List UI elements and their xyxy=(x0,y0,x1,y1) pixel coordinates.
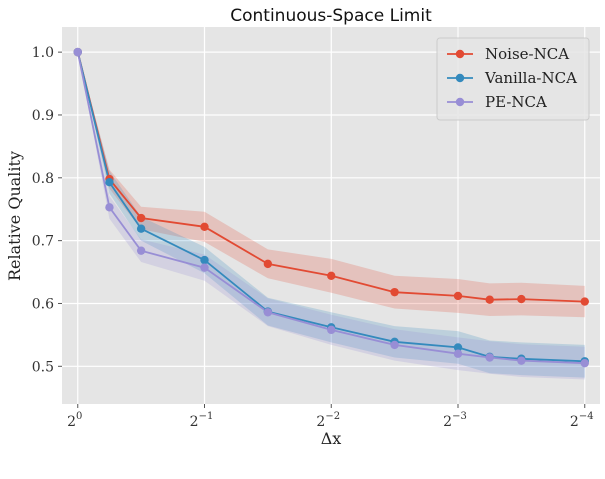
y-axis-ticks: 0.5 0.6 0.7 0.8 0.9 1.0 xyxy=(32,45,62,375)
vanilla-nca-point xyxy=(105,177,114,187)
y-tick-label: 0.6 xyxy=(32,296,54,312)
pe-nca-point xyxy=(200,263,209,272)
legend-label-noise-nca: Noise-NCA xyxy=(485,45,569,63)
pe-nca-point xyxy=(73,47,82,57)
noise-nca-point xyxy=(390,287,399,297)
x-axis-label: Δx xyxy=(321,429,342,448)
chart-title: Continuous-Space Limit xyxy=(230,6,432,26)
noise-nca-band xyxy=(77,52,585,318)
pe-nca-point xyxy=(517,356,526,365)
legend-marker-vanilla-nca xyxy=(455,73,465,83)
vanilla-nca-point xyxy=(136,224,146,233)
noise-nca-point xyxy=(263,259,273,269)
legend-label-pe-nca: PE-NCA xyxy=(485,93,547,111)
noise-nca-point xyxy=(580,297,589,306)
y-axis-label: Relative Quality xyxy=(5,151,24,281)
vanilla-nca-point xyxy=(200,255,209,265)
noise-nca-point xyxy=(200,222,209,232)
noise-nca-point xyxy=(136,213,146,223)
y-tick-label: 0.5 xyxy=(32,359,54,375)
vanilla-nca-point xyxy=(453,343,463,352)
confidence-bands xyxy=(77,52,585,380)
noise-nca-point xyxy=(327,271,336,281)
pe-nca-point xyxy=(580,358,589,368)
legend-label-vanilla-nca: Vanilla-NCA xyxy=(484,69,577,87)
x-tick-label: 2−4 xyxy=(570,411,594,430)
x-tick-label: 2−1 xyxy=(190,411,214,430)
noise-nca-point xyxy=(485,295,494,304)
legend-box xyxy=(436,37,590,121)
legend: Noise-NCA Vanilla-NCA PE-NCA xyxy=(436,37,590,121)
series-points xyxy=(73,47,589,368)
x-tick-label: 20 xyxy=(67,411,82,430)
pe-nca-point xyxy=(105,203,114,212)
noise-nca-point xyxy=(517,294,526,304)
pe-nca-point xyxy=(327,325,336,335)
legend-marker-pe-nca xyxy=(455,97,465,107)
y-tick-label: 0.8 xyxy=(32,171,54,187)
pe-nca-band xyxy=(77,52,585,380)
legend-marker-noise-nca xyxy=(455,49,465,59)
y-tick-label: 1.0 xyxy=(32,45,54,61)
x-axis-ticks: 20 2−1 2−2 2−3 2−4 xyxy=(67,404,594,430)
pe-nca-point xyxy=(485,353,494,362)
pe-nca-point xyxy=(136,246,146,255)
vanilla-nca-band xyxy=(77,52,585,378)
noise-nca-point xyxy=(453,291,463,301)
x-tick-label: 2−2 xyxy=(316,411,340,430)
pe-nca-point xyxy=(390,340,399,350)
pe-nca-point xyxy=(453,349,463,358)
y-tick-label: 0.9 xyxy=(32,108,54,124)
pe-nca-point xyxy=(263,308,273,317)
x-tick-label: 2−3 xyxy=(443,411,467,430)
y-tick-label: 0.7 xyxy=(32,234,54,250)
